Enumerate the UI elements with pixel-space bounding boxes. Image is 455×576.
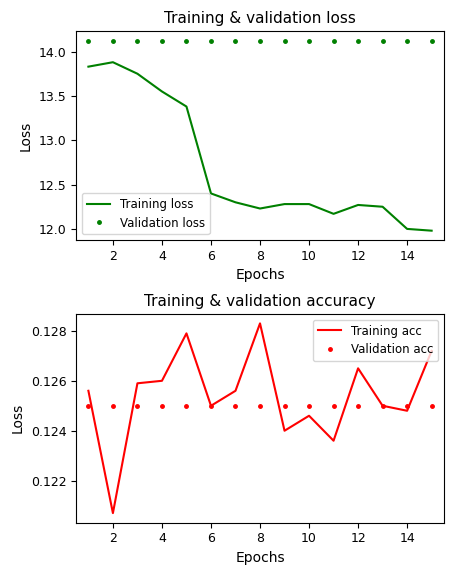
Training acc	[159, 377, 165, 384]
Validation acc	[159, 402, 165, 409]
Validation loss	[306, 37, 312, 44]
Validation acc	[404, 402, 410, 409]
Training loss	[184, 103, 189, 110]
Training loss	[429, 227, 435, 234]
Training acc	[184, 330, 189, 337]
Training loss	[159, 88, 165, 95]
Validation loss	[110, 37, 116, 44]
Title: Training & validation loss: Training & validation loss	[164, 11, 356, 26]
Training acc	[380, 402, 385, 409]
Validation acc	[306, 402, 312, 409]
Validation loss	[429, 37, 435, 44]
Training acc	[208, 402, 214, 409]
Validation acc	[380, 402, 385, 409]
Training acc	[331, 437, 336, 444]
Training acc	[257, 320, 263, 327]
Validation loss	[184, 37, 189, 44]
Training loss	[257, 205, 263, 212]
Validation acc	[86, 402, 91, 409]
Line: Training acc: Training acc	[88, 323, 432, 513]
Training acc	[355, 365, 361, 372]
Validation loss	[159, 37, 165, 44]
Line: Validation loss: Validation loss	[85, 37, 435, 44]
Training loss	[208, 190, 214, 197]
Y-axis label: Loss: Loss	[19, 121, 33, 151]
Training loss	[86, 63, 91, 70]
Validation loss	[233, 37, 238, 44]
Validation loss	[208, 37, 214, 44]
Validation loss	[331, 37, 336, 44]
Training acc	[429, 347, 435, 354]
Validation acc	[282, 402, 287, 409]
Validation loss	[282, 37, 287, 44]
Validation acc	[429, 402, 435, 409]
Validation acc	[135, 402, 140, 409]
Training acc	[282, 427, 287, 434]
Training loss	[110, 59, 116, 66]
Training acc	[233, 387, 238, 394]
X-axis label: Epochs: Epochs	[235, 551, 285, 565]
Training acc	[404, 407, 410, 414]
Validation acc	[184, 402, 189, 409]
Training loss	[233, 199, 238, 206]
Validation acc	[331, 402, 336, 409]
Validation acc	[355, 402, 361, 409]
Line: Training loss: Training loss	[88, 62, 432, 230]
Legend: Training loss, Validation loss: Training loss, Validation loss	[82, 193, 210, 234]
Validation loss	[257, 37, 263, 44]
X-axis label: Epochs: Epochs	[235, 268, 285, 282]
Validation loss	[404, 37, 410, 44]
Training acc	[135, 380, 140, 386]
Training loss	[306, 200, 312, 207]
Training loss	[404, 225, 410, 232]
Validation loss	[355, 37, 361, 44]
Validation acc	[257, 402, 263, 409]
Line: Validation acc: Validation acc	[85, 402, 435, 409]
Validation acc	[233, 402, 238, 409]
Validation acc	[110, 402, 116, 409]
Training loss	[135, 70, 140, 77]
Legend: Training acc, Validation acc: Training acc, Validation acc	[313, 320, 438, 361]
Training loss	[380, 203, 385, 210]
Training loss	[282, 200, 287, 207]
Training acc	[86, 387, 91, 394]
Training acc	[110, 510, 116, 517]
Y-axis label: Loss: Loss	[11, 403, 25, 433]
Validation loss	[86, 37, 91, 44]
Validation loss	[380, 37, 385, 44]
Training loss	[331, 210, 336, 217]
Validation loss	[135, 37, 140, 44]
Training loss	[355, 202, 361, 209]
Title: Training & validation accuracy: Training & validation accuracy	[144, 294, 376, 309]
Training acc	[306, 412, 312, 419]
Validation acc	[208, 402, 214, 409]
